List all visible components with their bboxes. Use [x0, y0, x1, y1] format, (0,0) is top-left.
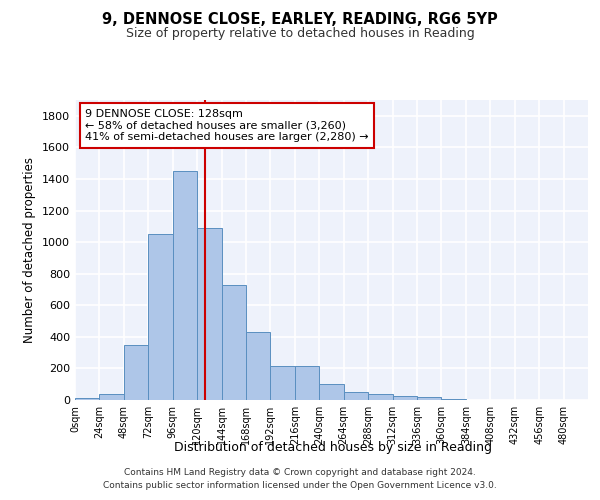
Bar: [221, 284, 246, 400]
Bar: [319, 384, 344, 400]
Bar: [197, 228, 221, 400]
Bar: [75, 398, 100, 400]
Bar: [124, 344, 148, 400]
Y-axis label: Number of detached properties: Number of detached properties: [23, 157, 37, 343]
Bar: [100, 394, 124, 400]
Text: 9 DENNOSE CLOSE: 128sqm
← 58% of detached houses are smaller (3,260)
41% of semi: 9 DENNOSE CLOSE: 128sqm ← 58% of detache…: [85, 109, 369, 142]
Bar: [442, 399, 466, 400]
Bar: [271, 366, 295, 400]
Bar: [295, 366, 319, 400]
Text: Distribution of detached houses by size in Reading: Distribution of detached houses by size …: [174, 441, 492, 454]
Bar: [246, 332, 271, 400]
Bar: [173, 171, 197, 400]
Bar: [368, 394, 392, 400]
Bar: [392, 396, 417, 400]
Bar: [344, 392, 368, 400]
Bar: [417, 397, 442, 400]
Text: Contains public sector information licensed under the Open Government Licence v3: Contains public sector information licen…: [103, 482, 497, 490]
Bar: [148, 234, 173, 400]
Text: 9, DENNOSE CLOSE, EARLEY, READING, RG6 5YP: 9, DENNOSE CLOSE, EARLEY, READING, RG6 5…: [102, 12, 498, 28]
Text: Size of property relative to detached houses in Reading: Size of property relative to detached ho…: [125, 28, 475, 40]
Text: Contains HM Land Registry data © Crown copyright and database right 2024.: Contains HM Land Registry data © Crown c…: [124, 468, 476, 477]
